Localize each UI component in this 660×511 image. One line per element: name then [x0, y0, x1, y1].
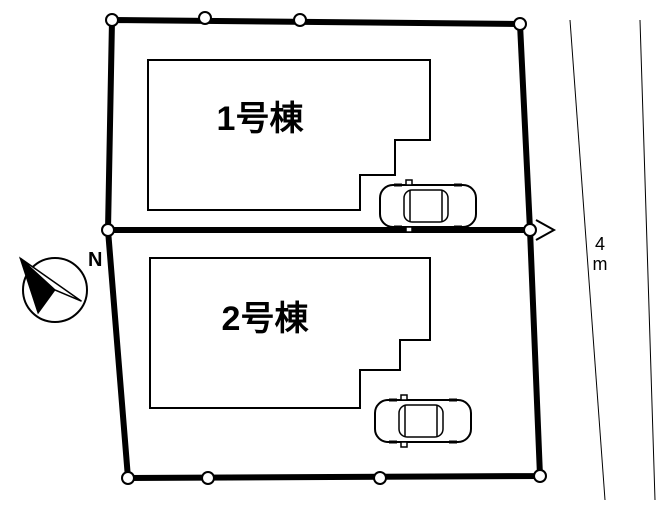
entrance-mark [536, 220, 554, 240]
boundary-marker [202, 472, 214, 484]
boundary-marker [106, 14, 118, 26]
car-icon-2 [375, 395, 471, 447]
boundary-marker [102, 224, 114, 236]
lot-label-2: 2号棟 [222, 300, 310, 338]
plan-svg: 1号棟 2号棟 4m N [0, 0, 660, 511]
boundary-marker [199, 12, 211, 24]
site-plan-diagram: { "type": "site-plan", "canvas": { "w": … [0, 0, 660, 511]
boundary-marker [534, 470, 546, 482]
boundary-marker [294, 14, 306, 26]
boundary-marker [524, 224, 536, 236]
compass-icon: N [20, 249, 102, 322]
compass-north-label: N [88, 249, 102, 271]
boundary-marker [374, 472, 386, 484]
lot-label-1: 1号棟 [217, 100, 305, 138]
road-width-label: 4m [593, 234, 608, 274]
boundary-marker [122, 472, 134, 484]
lot-boundary [108, 20, 540, 478]
boundary-marker [514, 18, 526, 30]
car-icon-1 [380, 180, 476, 232]
road-edge [640, 20, 655, 500]
